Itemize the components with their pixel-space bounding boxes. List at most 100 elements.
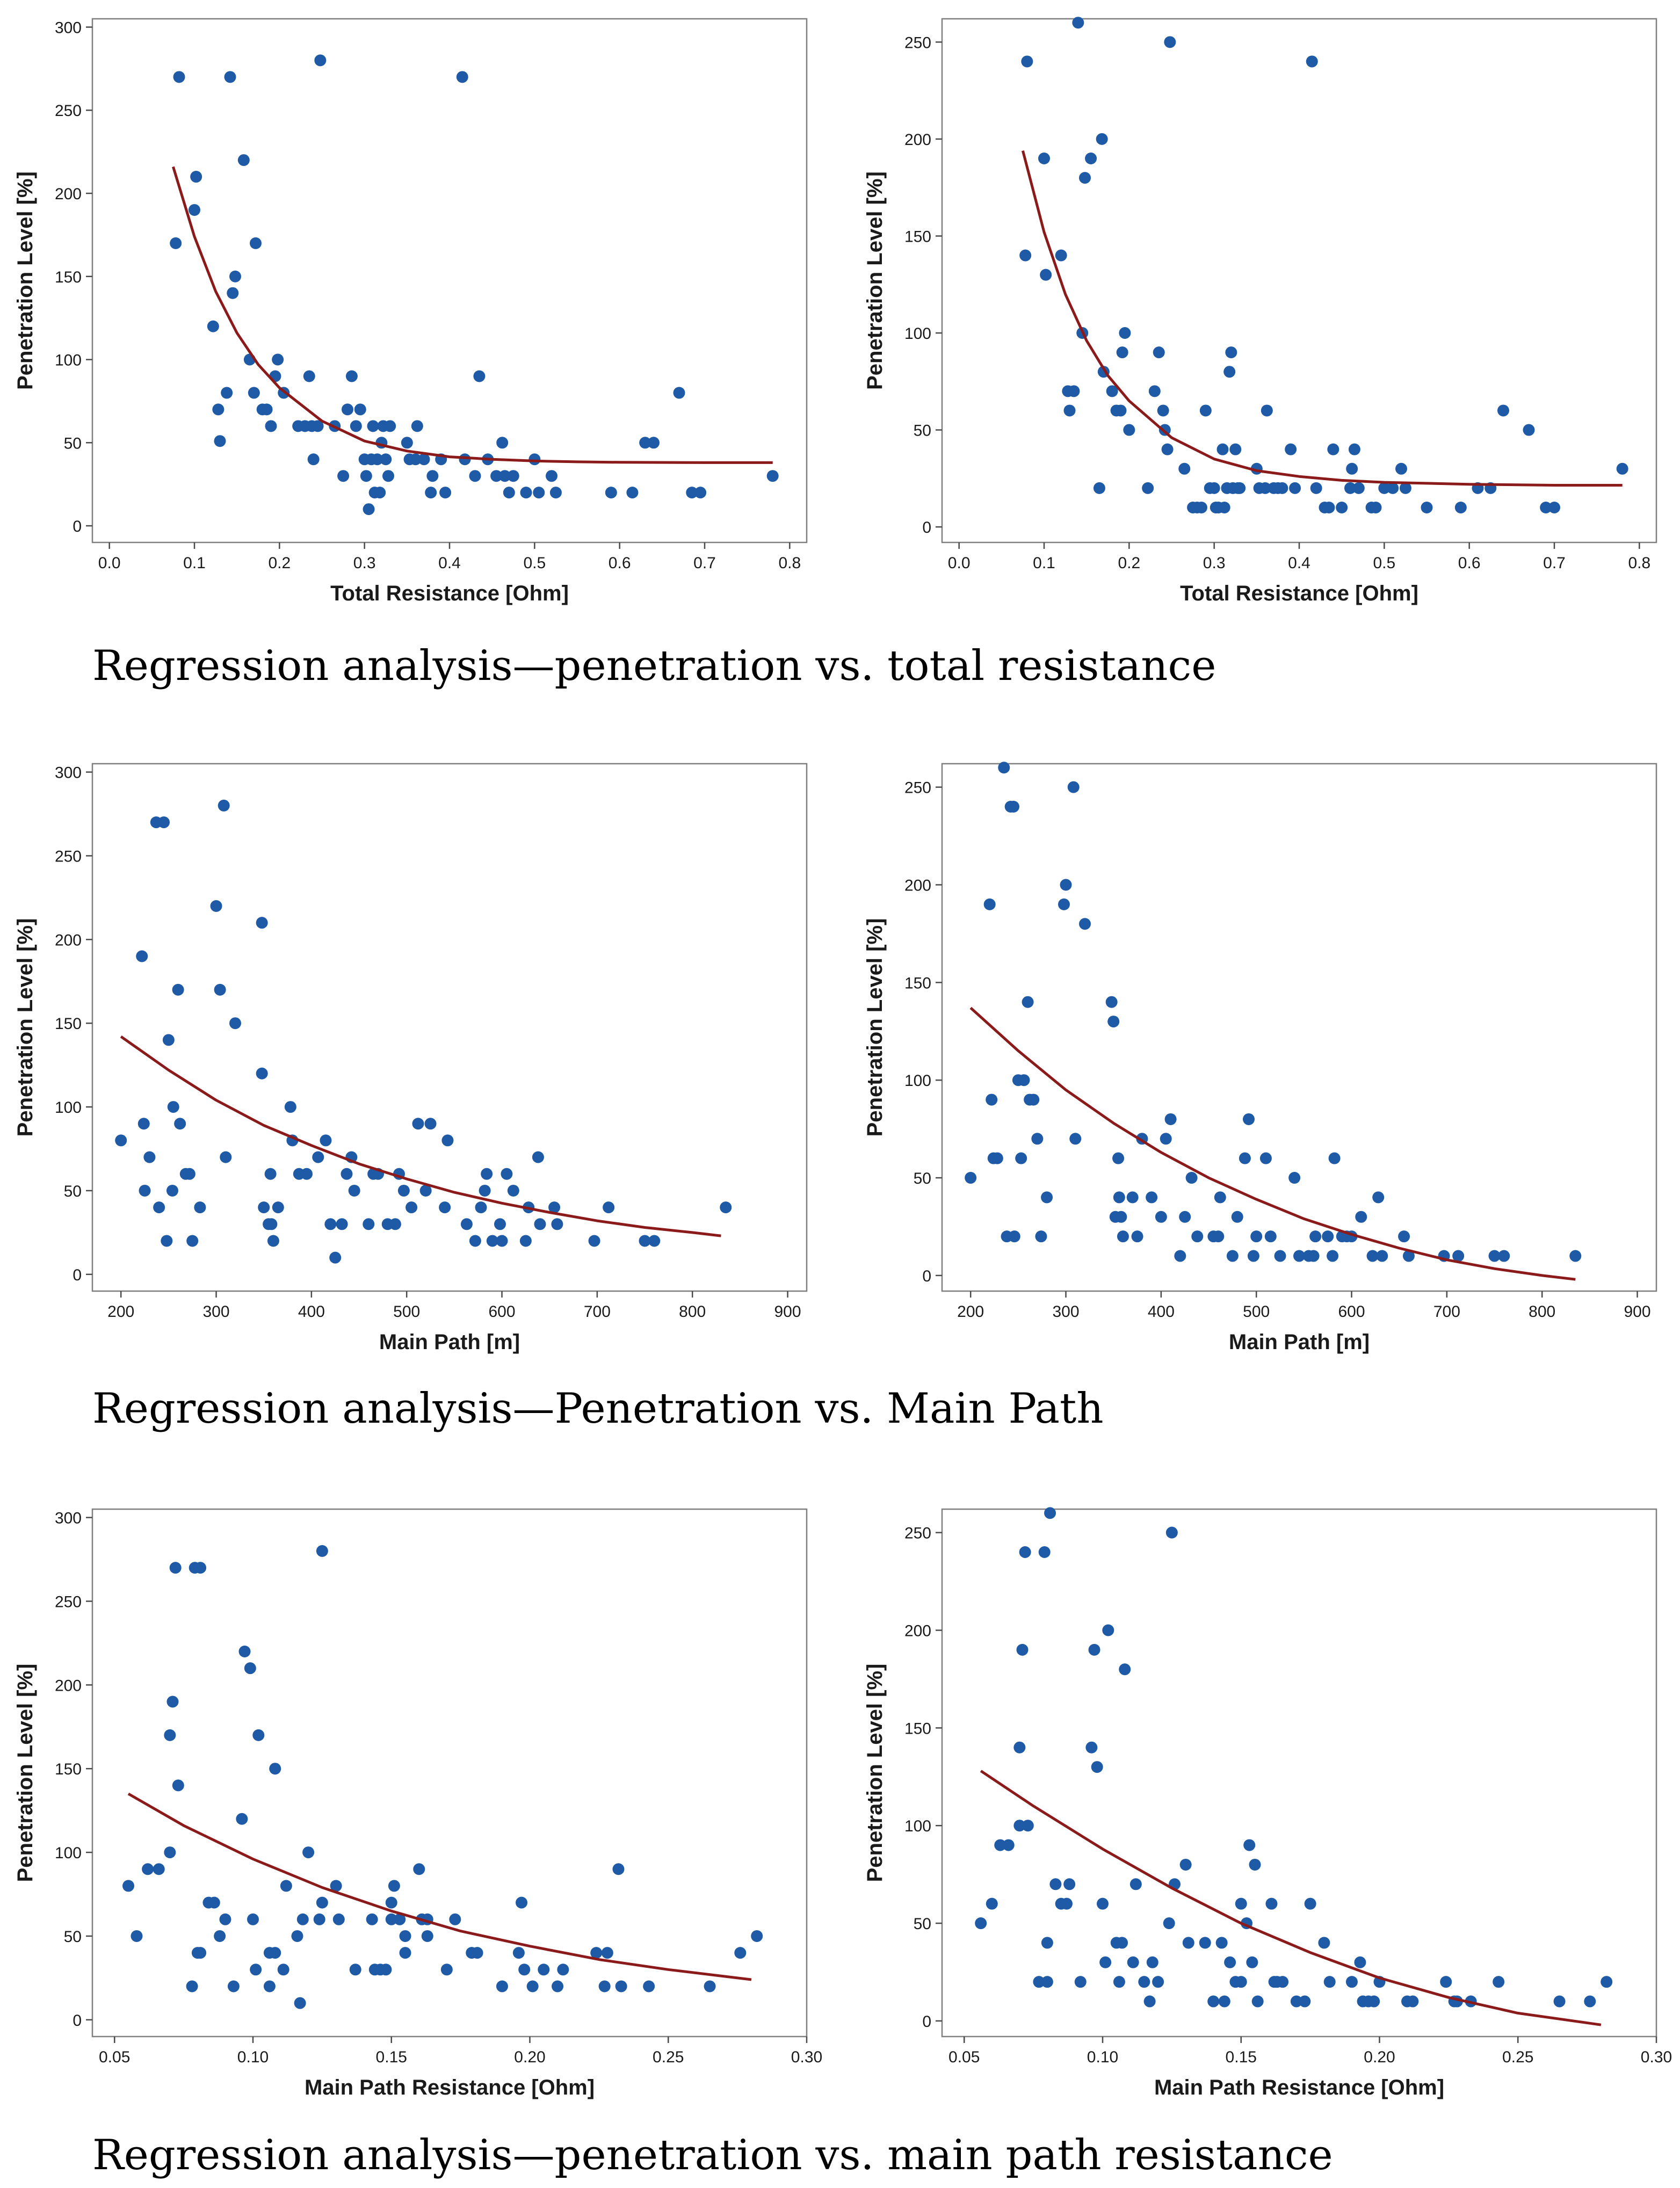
data-point xyxy=(1493,1976,1505,1988)
data-point xyxy=(507,1184,519,1197)
data-point xyxy=(194,1201,206,1214)
data-point xyxy=(501,1168,513,1180)
data-point xyxy=(1207,1995,1220,2008)
x-axis-label: Total Resistance [Ohm] xyxy=(330,582,569,605)
y-tick-label: 100 xyxy=(55,352,82,370)
data-point xyxy=(332,1913,345,1925)
data-point xyxy=(1225,346,1237,359)
data-point xyxy=(1102,1624,1114,1636)
y-tick-label: 200 xyxy=(904,1622,931,1640)
data-point xyxy=(1327,1250,1339,1262)
data-point xyxy=(1008,1230,1020,1243)
x-tick-label: 0.15 xyxy=(1226,2048,1257,2066)
data-point xyxy=(1569,1250,1582,1262)
data-point xyxy=(167,1101,179,1113)
data-point xyxy=(1008,801,1019,813)
data-point xyxy=(983,898,996,910)
data-point xyxy=(1290,1995,1302,2008)
data-point xyxy=(186,1980,198,1993)
data-point xyxy=(256,1067,268,1079)
y-tick-label: 0 xyxy=(922,2013,931,2031)
data-point xyxy=(1040,269,1052,281)
data-point xyxy=(277,1964,289,1976)
data-point xyxy=(1395,462,1407,475)
data-point xyxy=(605,487,617,499)
data-point xyxy=(1022,1820,1034,1832)
data-point xyxy=(1309,1230,1322,1243)
data-point xyxy=(516,1896,528,1909)
x-tick-label: 800 xyxy=(1529,1303,1555,1321)
y-tick-label: 150 xyxy=(55,1760,82,1778)
data-point xyxy=(256,917,268,929)
data-point xyxy=(280,1880,292,1892)
data-point xyxy=(380,453,392,466)
data-point xyxy=(1058,898,1070,910)
data-point xyxy=(219,1913,231,1925)
x-tick-label: 400 xyxy=(1148,1303,1175,1321)
data-point xyxy=(166,1184,178,1197)
regression-curve xyxy=(980,1770,1602,2026)
data-point xyxy=(1398,1230,1410,1243)
data-point xyxy=(366,1913,378,1925)
data-point xyxy=(986,1093,998,1106)
data-point xyxy=(220,1151,232,1163)
data-point xyxy=(533,487,545,499)
data-point xyxy=(131,1930,143,1942)
y-tick-label: 50 xyxy=(914,422,931,440)
data-point xyxy=(1115,1211,1127,1223)
data-point xyxy=(1153,346,1165,359)
data-point xyxy=(1229,443,1242,455)
data-point xyxy=(549,487,562,499)
data-point xyxy=(425,487,437,499)
data-point xyxy=(720,1201,732,1214)
data-point xyxy=(1223,366,1236,378)
data-point xyxy=(189,204,200,216)
data-point xyxy=(1179,1858,1192,1871)
y-tick-label: 50 xyxy=(64,1928,82,1946)
data-point xyxy=(1215,1937,1228,1949)
data-point xyxy=(449,1913,461,1925)
x-tick-label: 0.20 xyxy=(1364,2048,1395,2066)
data-point xyxy=(214,983,226,996)
data-point xyxy=(1234,482,1246,494)
data-point xyxy=(519,1235,532,1247)
x-tick-label: 0.1 xyxy=(1033,554,1055,572)
data-point xyxy=(1249,1858,1261,1871)
data-point xyxy=(1041,1937,1053,1949)
y-tick-label: 250 xyxy=(55,847,82,865)
regression-curve xyxy=(172,166,773,464)
y-tick-label: 200 xyxy=(904,131,931,149)
data-point xyxy=(1616,462,1628,475)
data-point xyxy=(1553,1995,1566,2008)
data-point xyxy=(399,1947,411,1959)
data-point xyxy=(1243,1839,1256,1851)
x-tick-label: 700 xyxy=(1433,1303,1460,1321)
data-point xyxy=(229,1017,241,1030)
x-axis-label: Main Path Resistance [Ohm] xyxy=(1154,2076,1444,2099)
data-point xyxy=(1067,781,1080,793)
plot-frame xyxy=(91,763,808,1292)
x-tick-label: 600 xyxy=(1338,1303,1365,1321)
data-point xyxy=(1523,424,1535,436)
data-point xyxy=(1164,1113,1177,1125)
caption-main-path: Regression analysis—Penetration vs. Main… xyxy=(92,1385,1104,1433)
data-point xyxy=(1368,1995,1380,2008)
data-point xyxy=(314,54,327,67)
data-point xyxy=(291,1930,303,1942)
data-point xyxy=(1352,482,1365,494)
data-point xyxy=(588,1235,600,1247)
x-axis-label: Main Path [m] xyxy=(379,1330,520,1354)
x-tick-label: 600 xyxy=(489,1303,516,1321)
data-point xyxy=(1370,502,1382,513)
x-axis-label: Total Resistance [Ohm] xyxy=(1180,582,1418,605)
data-point xyxy=(1399,482,1411,494)
data-point xyxy=(238,1645,251,1657)
data-point xyxy=(1060,879,1072,891)
data-point xyxy=(252,1729,265,1741)
data-point xyxy=(348,1184,360,1197)
data-point xyxy=(998,762,1010,774)
data-point xyxy=(1310,482,1322,494)
data-point xyxy=(1021,55,1033,68)
data-point xyxy=(1348,443,1360,455)
x-tick-label: 300 xyxy=(1053,1303,1080,1321)
